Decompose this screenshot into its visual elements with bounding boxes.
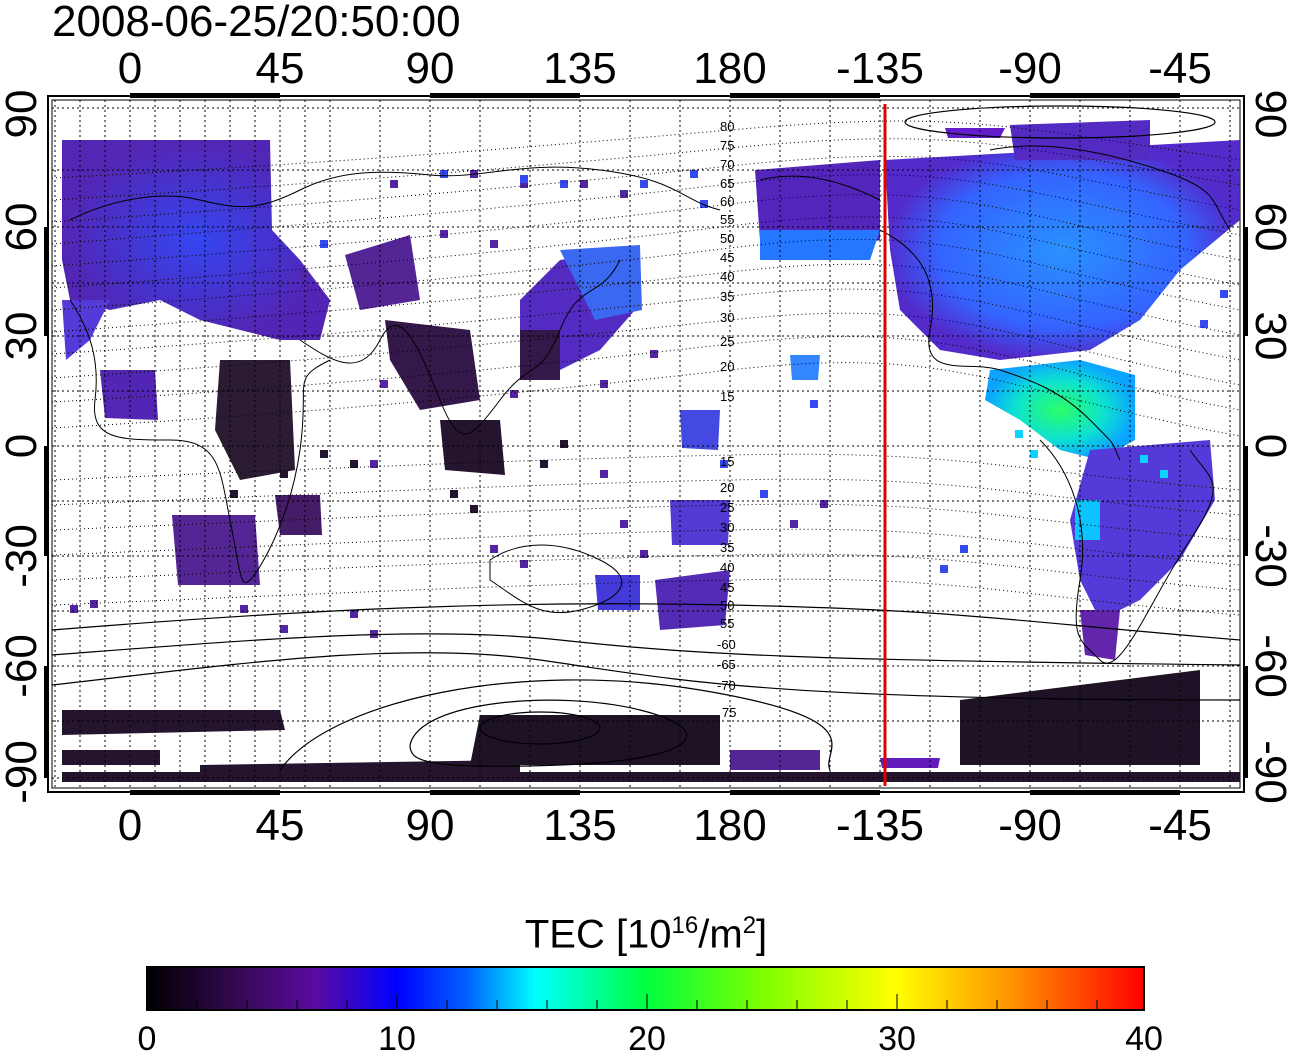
colorbar-title-unit-exponent: 2	[742, 912, 757, 939]
graticule	[52, 100, 1240, 788]
top-lon-label: 45	[255, 44, 305, 93]
contour-label-north: 30	[720, 310, 734, 325]
top-lon-label: -90	[998, 44, 1062, 93]
contour-label-south: 35	[720, 540, 734, 555]
colorbar-title: TEC [1016/m2]	[0, 904, 1292, 956]
magnetic-contours	[52, 120, 1240, 616]
contour-label-south: 20	[720, 480, 734, 495]
tec-map: 80 75 70 65 60 55 50 45 40 35 30 25 20 1…	[44, 93, 1248, 795]
contour-label-north: 25	[720, 334, 734, 349]
frame-ticks	[44, 93, 1248, 795]
bottom-lon-label: 45	[255, 801, 305, 850]
magnetic-contours-solid	[52, 105, 1240, 771]
contour-label-north: 75	[720, 138, 734, 153]
colorbar-tick-label: 20	[628, 1020, 666, 1058]
colorbar-title-unit: /m	[698, 912, 743, 957]
contour-label-south: -70	[717, 678, 736, 693]
bottom-lon-label: 90	[405, 801, 455, 850]
top-lon-label: -135	[835, 44, 925, 93]
top-lon-label: 135	[543, 44, 617, 93]
bottom-lon-label: -90	[998, 801, 1062, 850]
colorbar-tick-label: 40	[1125, 1020, 1163, 1058]
contour-label-north: 65	[720, 176, 734, 191]
coastlines	[69, 145, 1231, 664]
contour-label-north: 70	[720, 157, 734, 172]
contour-label-north: 60	[720, 194, 734, 209]
timestamp-label: 2008-06-25/20:50:00	[52, 0, 461, 46]
contour-label-north: 40	[720, 269, 734, 284]
contour-label-south: -65	[717, 657, 736, 672]
colorbar-title-text: TEC [10	[524, 912, 672, 957]
contour-label-north: 45	[720, 250, 734, 265]
contour-label-south: 55	[720, 616, 734, 631]
contour-label-north: 50	[720, 231, 734, 246]
top-lon-label: 180	[693, 44, 767, 93]
contour-label-south: 40	[720, 560, 734, 575]
colorbar-title-close: ]	[756, 912, 768, 957]
contour-label-south: 50	[720, 598, 734, 613]
top-lon-label: 0	[117, 44, 143, 93]
contour-value-labels: 80 75 70 65 60 55 50 45 40 35 30 25 20 1…	[717, 119, 736, 720]
contour-label-south: 45	[720, 580, 734, 595]
bottom-lon-label: -45	[1148, 801, 1212, 850]
contour-label-south: 15	[720, 454, 734, 469]
bottom-lon-label: 135	[543, 801, 617, 850]
contour-label-north: 80	[720, 119, 734, 134]
tec-data-layer	[62, 120, 1240, 782]
bottom-lon-label: -135	[835, 801, 925, 850]
contour-label-south: 30	[720, 520, 734, 535]
colorbar-tick-label: 0	[137, 1020, 157, 1058]
colorbar	[146, 966, 1145, 1011]
bottom-lon-label: 180	[693, 801, 767, 850]
colorbar-tick-label: 10	[378, 1020, 416, 1058]
colorbar-ticks	[196, 994, 1098, 1010]
colorbar-tick-label: 30	[878, 1020, 916, 1058]
colorbar-gradient	[146, 966, 1145, 1011]
bottom-lon-label: 0	[117, 801, 143, 850]
contour-label-south: 75	[722, 705, 736, 720]
colorbar-title-exponent: 16	[671, 912, 699, 939]
contour-label-south: -60	[717, 637, 736, 652]
contour-label-north: 55	[720, 212, 734, 227]
contour-label-north: 15	[720, 389, 734, 404]
contour-label-south: 25	[720, 500, 734, 515]
top-lon-label: 90	[405, 44, 455, 93]
top-lon-label: -45	[1148, 44, 1212, 93]
contour-label-north: 35	[720, 289, 734, 304]
contour-label-north: 20	[720, 359, 734, 374]
